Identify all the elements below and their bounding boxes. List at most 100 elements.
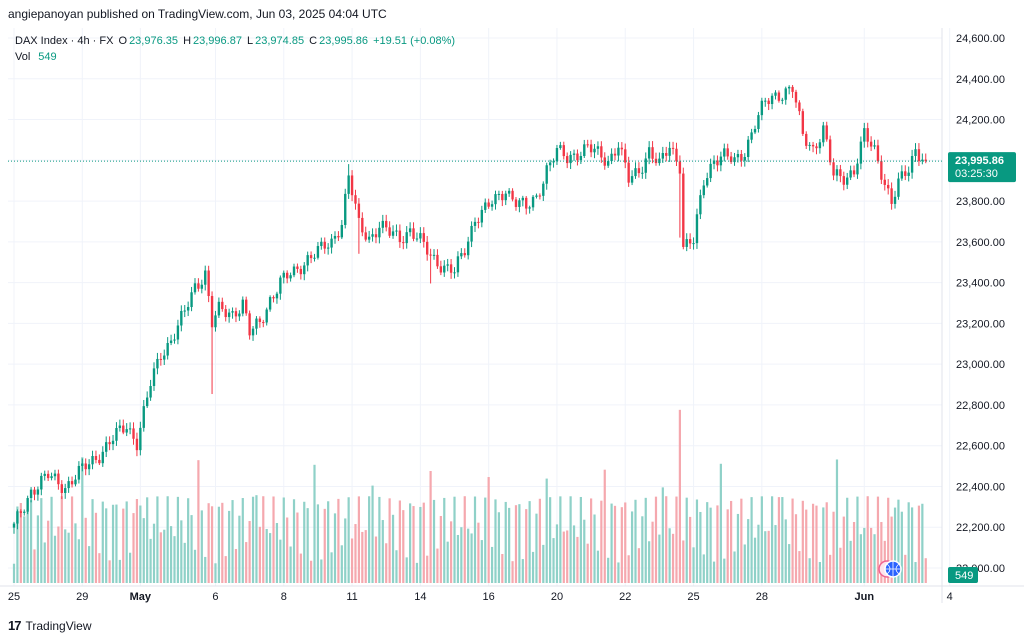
symbol-label[interactable]: DAX Index · 4h · FX [15, 35, 114, 47]
candle-body [268, 297, 272, 310]
candle-body [412, 228, 415, 239]
volume-bar [228, 510, 231, 583]
volume-bar [77, 539, 80, 583]
open-value: 23,976.35 [129, 35, 178, 47]
volume-bar [23, 516, 26, 583]
volume-bar [415, 562, 419, 583]
volume-bar [818, 562, 822, 583]
volume-bar [446, 541, 449, 583]
candle-body [695, 214, 699, 244]
candle-body [408, 228, 412, 233]
volume-bar [518, 504, 521, 583]
candle-body [552, 161, 555, 163]
candle-body [91, 456, 94, 465]
candle-body [50, 476, 53, 479]
volume-bar [313, 464, 316, 583]
candle-body [668, 147, 671, 156]
change-value: +19.51 (+0.08%) [373, 35, 456, 47]
time-tick-label: 29 [76, 591, 88, 603]
candle-body [357, 203, 361, 218]
volume-bar [193, 549, 197, 583]
candle-body [255, 318, 258, 329]
candle-body [364, 232, 367, 240]
volume-bar [730, 500, 733, 583]
volume-bar [668, 528, 671, 583]
volume-bar [33, 549, 36, 583]
volume-bar [118, 559, 121, 583]
candle-body [432, 254, 436, 256]
candle-body [487, 202, 490, 207]
candle-body [94, 456, 98, 460]
candle-body [893, 196, 897, 204]
candle-body [811, 144, 815, 147]
candle-body [887, 184, 890, 189]
tradingview-logo-icon[interactable]: 17 [8, 618, 22, 633]
candle-body [617, 147, 620, 156]
candle-body [449, 264, 453, 273]
price-tick-label: 23,000.00 [956, 359, 1005, 371]
brand-name[interactable]: TradingView [25, 619, 92, 633]
candle-body [87, 464, 91, 470]
candle-body [579, 156, 583, 161]
candle-body [156, 358, 159, 369]
volume-bar [108, 560, 111, 583]
volume-bar [282, 497, 285, 583]
volume-bar [122, 508, 125, 583]
ohlc-row: DAX Index · 4h · FX O 23,976.35 H 23,996.8… [15, 33, 457, 49]
candle-body [108, 442, 111, 445]
volume-bar [200, 510, 203, 583]
candle-body [665, 152, 668, 156]
candle-body [111, 440, 115, 445]
candle-body [897, 178, 900, 197]
volume-bar [70, 496, 74, 583]
volume-bar [344, 518, 347, 583]
volume-bar [511, 561, 514, 583]
volume-label[interactable]: Vol [15, 51, 31, 63]
candle-body [863, 128, 866, 142]
candle-body [186, 307, 190, 311]
volume-bar [497, 512, 501, 583]
volume-bar [139, 505, 142, 583]
candle-body [596, 146, 600, 149]
volume-bar [781, 497, 784, 583]
candle-body [770, 95, 774, 105]
candle-body [726, 148, 729, 157]
candle-body [846, 177, 849, 185]
candle-body [716, 160, 719, 166]
volume-bar [600, 500, 603, 583]
volume-bar [661, 487, 664, 583]
volume-bar [224, 556, 227, 583]
last-price-badge [948, 152, 1016, 183]
volume-bar [135, 499, 139, 583]
time-tick-label: 14 [414, 591, 426, 603]
volume-bar [852, 522, 856, 583]
candle-body [258, 318, 262, 322]
volume-bar [917, 505, 921, 583]
volume-bar [863, 527, 866, 583]
volume-value: 549 [38, 51, 57, 63]
volume-bar [94, 512, 98, 583]
candle-body [81, 463, 84, 466]
volume-bar [412, 506, 415, 583]
volume-bar [473, 496, 477, 583]
candle-body [904, 171, 907, 176]
candle-body [43, 473, 46, 476]
volume-bar [870, 527, 873, 583]
volume-bar [665, 496, 668, 583]
candle-body [787, 86, 791, 89]
candle-body [828, 139, 832, 163]
high-label: H [183, 35, 192, 47]
volume-bar [74, 523, 77, 583]
candle-body [443, 265, 446, 273]
candle-body [251, 328, 255, 336]
volume-bar [357, 496, 361, 583]
candle-body [542, 183, 545, 196]
candle-body [682, 173, 685, 247]
volume-bar [910, 507, 914, 583]
candle-body [480, 209, 484, 223]
candle-body [74, 479, 77, 485]
price-tick-label: 23,800.00 [956, 196, 1005, 208]
price-chart[interactable]: 24,600.0024,400.0024,200.0024,000.0023,8… [0, 28, 1024, 608]
candle-body [706, 178, 709, 186]
candle-body [320, 241, 323, 247]
